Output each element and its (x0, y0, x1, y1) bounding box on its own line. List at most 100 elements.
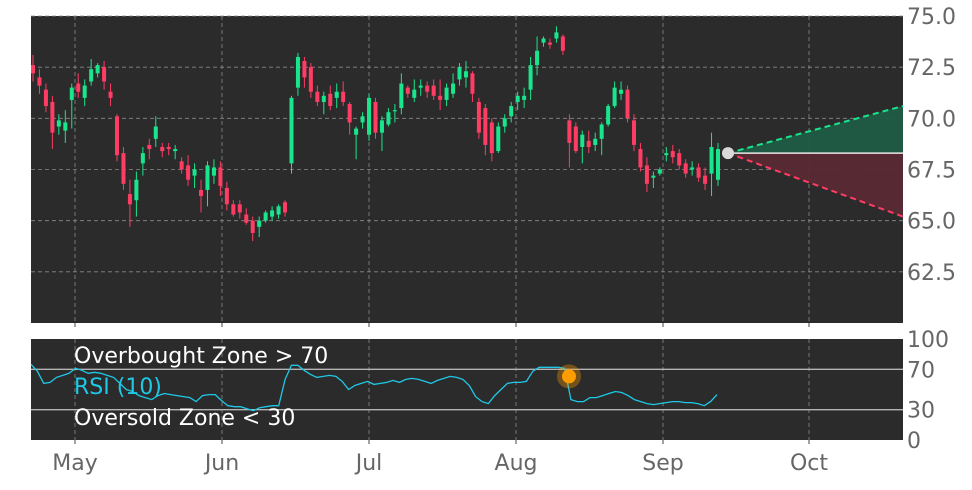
candle-down (625, 89, 630, 119)
candle-down (405, 87, 410, 94)
rsi-y-tick-label: 0 (907, 429, 921, 454)
candle-down (425, 85, 430, 92)
candle-down (102, 67, 107, 82)
candle-up (593, 138, 598, 145)
projection-start-point (722, 147, 734, 160)
candle-up (502, 118, 507, 127)
candle-up (392, 110, 397, 112)
candle-up (386, 112, 391, 125)
candle-down (644, 165, 649, 184)
candle-down (30, 65, 36, 74)
candle-down (341, 91, 346, 102)
price-y-tick-label: 70.0 (907, 107, 956, 132)
candle-up (522, 95, 527, 100)
x-tick-label-jun: Jun (203, 451, 239, 476)
x-tick-label-aug: Aug (495, 451, 538, 476)
candle-down (218, 167, 223, 186)
price-y-tick-label: 62.5 (907, 261, 956, 286)
candle-up (295, 56, 300, 88)
candle-down (677, 153, 682, 166)
candle-down (283, 202, 288, 213)
x-axis: May Jun Jul Aug Sep Oct (52, 451, 828, 476)
candle-up (399, 83, 404, 109)
projection-lower-area (728, 153, 903, 217)
candle-up (56, 120, 61, 127)
candle-down (696, 167, 701, 178)
candle-down (683, 163, 688, 174)
price-y-tick-label: 65.0 (907, 210, 956, 235)
candle-down (483, 108, 488, 145)
candle-up (496, 126, 501, 152)
candle-down (237, 204, 242, 213)
candle-up (463, 71, 468, 78)
candle-up (515, 95, 520, 102)
price-y-tick-label: 72.5 (907, 56, 956, 81)
candle-up (173, 149, 178, 152)
candle-up (457, 67, 462, 80)
candle-down (43, 89, 48, 107)
candle-down (121, 153, 126, 184)
candle-up (334, 91, 339, 98)
candle-down (147, 144, 152, 150)
candle-down (244, 214, 249, 223)
candle-up (690, 167, 695, 170)
rsi-panel-background (31, 339, 903, 440)
candle-up (664, 153, 669, 156)
candle-down (328, 93, 333, 107)
candle-down (547, 42, 552, 45)
candle-down (573, 126, 578, 152)
rsi-highlight-point (562, 369, 576, 384)
candle-up (657, 169, 662, 174)
candle-up (709, 146, 714, 174)
rsi-y-axis: 100 70 30 0 (907, 328, 949, 454)
candle-down (37, 77, 42, 86)
rsi-x-ticks (74, 440, 810, 444)
candle-down (186, 165, 191, 180)
candle-down (373, 101, 378, 133)
price-projection (722, 105, 904, 218)
candle-down (308, 67, 313, 92)
rsi-gridlines (74, 339, 810, 440)
legend-overbought-label: Overbought Zone > 70 (74, 344, 328, 369)
candle-down (470, 73, 475, 94)
candle-up (69, 87, 74, 100)
candle-up (509, 106, 514, 117)
candle-up (211, 167, 216, 176)
price-y-tick-label: 67.5 (907, 159, 956, 184)
rsi-y-tick-label: 30 (907, 399, 935, 424)
candle-down (631, 120, 636, 145)
candle-up (192, 169, 197, 176)
candle-down (703, 175, 708, 184)
candle-down (347, 104, 352, 123)
candle-down (231, 204, 236, 215)
candle-up (606, 106, 611, 125)
candle-down (179, 161, 184, 170)
candle-down (315, 91, 320, 102)
candle-up (289, 97, 294, 164)
candle-down (431, 85, 436, 96)
candle-up (535, 50, 540, 66)
candle-down (489, 122, 494, 154)
candle-up (451, 83, 456, 94)
candle-up (82, 85, 87, 98)
candle-down (638, 149, 643, 168)
candle-up (276, 206, 281, 215)
rsi-level-lines (31, 368, 903, 411)
x-tick-label-may: May (52, 451, 97, 476)
candle-down (224, 187, 229, 205)
candle-up (153, 126, 158, 139)
rsi-series-line (30, 363, 718, 412)
candle-up (63, 122, 68, 131)
candle-up (263, 212, 268, 221)
candle-up (444, 87, 449, 100)
candle-down (76, 83, 81, 92)
price-gridlines (31, 15, 903, 323)
candle-up (367, 97, 372, 135)
candle-up (528, 65, 533, 90)
candle-down (127, 194, 132, 205)
candle-down (560, 36, 565, 51)
candle-up (321, 95, 326, 102)
candle-up (651, 175, 656, 178)
projection-upper-line (727, 105, 904, 155)
x-tick-label-jul: Jul (354, 451, 383, 476)
